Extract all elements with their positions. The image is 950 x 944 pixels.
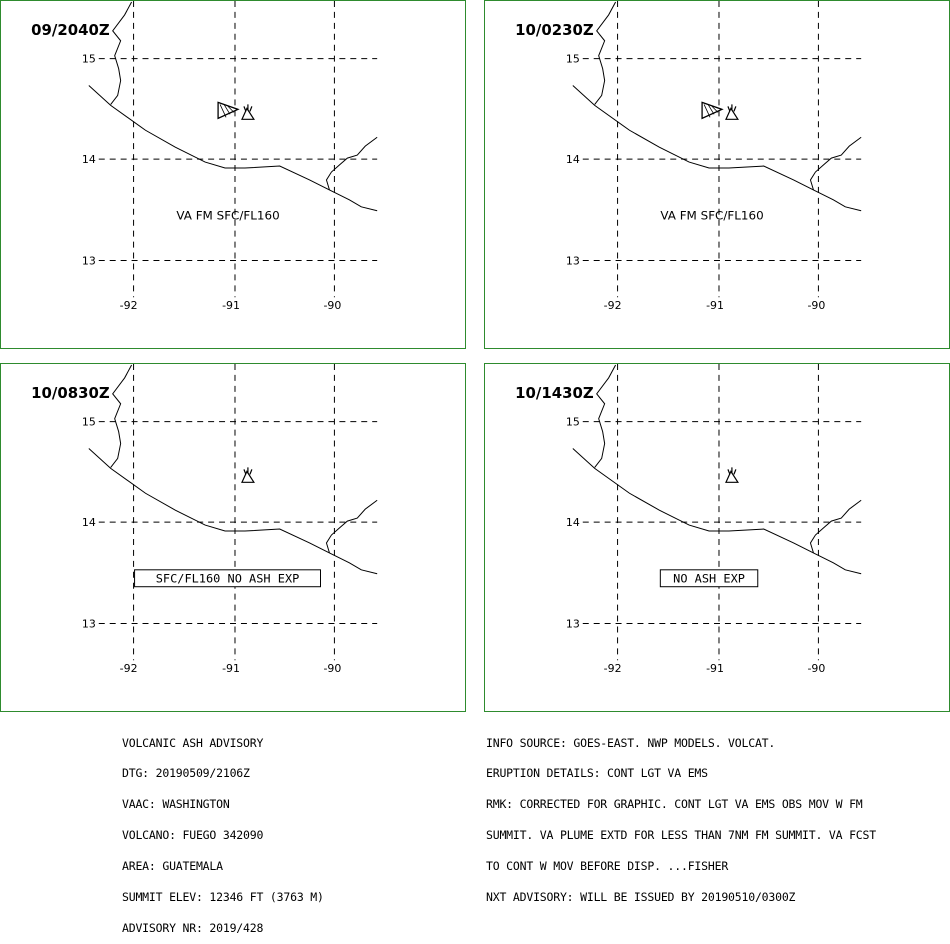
volcano-icon [241, 467, 255, 483]
lon-label-91: -91 [706, 662, 724, 675]
volcano-icon [725, 467, 739, 483]
coastline-pacific [572, 448, 862, 575]
volcano-triangle [725, 470, 739, 483]
ash-label: SFC/FL160 NO ASH EXP [156, 572, 300, 586]
volcano-plume-marks [727, 104, 737, 112]
ash-area-outline [217, 101, 240, 120]
advisory-right: INFO SOURCE: GOES-EAST. NWP MODELS. VOLC… [486, 717, 876, 913]
advisory-line: INFO SOURCE: GOES-EAST. NWP MODELS. VOLC… [486, 735, 776, 750]
border-mexico [594, 364, 617, 468]
border-salvador [809, 136, 862, 191]
ash-label: VA FM SFC/FL160 [176, 209, 279, 223]
lat-label-15: 15 [566, 53, 580, 66]
lat-label-13: 13 [82, 617, 96, 630]
advisory-left: VOLCANIC ASH ADVISORY DTG: 20190509/2106… [122, 717, 324, 944]
ash-polygon [701, 101, 724, 120]
lat-lon-grid [98, 364, 378, 661]
ash-polygon [217, 101, 240, 120]
lat-label-14: 14 [82, 153, 96, 166]
border-mexico [110, 364, 133, 468]
lat-label-14: 14 [566, 153, 580, 166]
advisory-line: VOLCANO: FUEGO 342090 [122, 828, 264, 843]
lon-label-92: -92 [120, 662, 138, 675]
map-panel-1: 09/2040Z 15 14 13 -92 -91 -90 VA FM SFC/… [0, 0, 466, 349]
map-panel-3: 10/0830Z 15 14 13 -92 -91 -90 SFC/FL160 … [0, 363, 466, 712]
panel-time: 10/0830Z [31, 384, 110, 402]
panel-time: 09/2040Z [31, 21, 110, 39]
advisory-line: VOLCANIC ASH ADVISORY [122, 735, 264, 750]
border-mexico [594, 1, 617, 105]
panel-time: 10/1430Z [515, 384, 594, 402]
label-box [134, 569, 321, 588]
volcano-triangle [241, 107, 255, 120]
lat-label-13: 13 [82, 254, 96, 267]
map-canvas-2: 10/0230Z 15 14 13 -92 -91 -90 VA FM SFC/… [515, 1, 862, 312]
lat-label-14: 14 [566, 516, 580, 529]
lat-lon-grid [582, 364, 862, 661]
lon-label-92: -92 [604, 662, 622, 675]
map-canvas-1: 09/2040Z 15 14 13 -92 -91 -90 VA FM SFC/… [31, 1, 378, 312]
coastline-pacific [572, 85, 862, 212]
ash-area-hatching [219, 104, 235, 118]
lon-label-90: -90 [324, 299, 342, 312]
panel-time: 10/0230Z [515, 21, 594, 39]
ash-label: NO ASH EXP [673, 572, 745, 586]
advisory-line: ERUPTION DETAILS: CONT LGT VA EMS [486, 766, 708, 781]
map-canvas-3: 10/0830Z 15 14 13 -92 -91 -90 SFC/FL160 … [31, 364, 378, 675]
volcano-icon [241, 104, 255, 120]
volcano-triangle [241, 470, 255, 483]
ash-label: VA FM SFC/FL160 [660, 209, 763, 223]
advisory-line: DTG: 20190509/2106Z [122, 766, 250, 781]
volcano-triangle [725, 107, 739, 120]
advisory-line: RMK: CORRECTED FOR GRAPHIC. CONT LGT VA … [486, 797, 863, 812]
coastline [572, 1, 862, 212]
lat-label-14: 14 [82, 516, 96, 529]
lon-label-90: -90 [808, 662, 826, 675]
lat-label-15: 15 [82, 53, 96, 66]
border-salvador [325, 499, 378, 554]
lon-label-92: -92 [120, 299, 138, 312]
lat-lon-grid [582, 1, 862, 298]
advisory-line: TO CONT W MOV BEFORE DISP. ...FISHER [486, 859, 729, 874]
advisory-line: ADVISORY NR: 2019/428 [122, 920, 264, 935]
volcano-plume-marks [727, 467, 737, 475]
volcano-plume-marks [243, 104, 253, 112]
advisory-line: SUMMIT. VA PLUME EXTD FOR LESS THAN 7NM … [486, 828, 876, 843]
lon-label-90: -90 [324, 662, 342, 675]
lon-label-91: -91 [222, 299, 240, 312]
volcano-plume-marks [243, 467, 253, 475]
volcano-icon [725, 104, 739, 120]
lat-label-13: 13 [566, 254, 580, 267]
coastline [572, 364, 862, 575]
coastline [88, 364, 378, 575]
ash-area-outline [701, 101, 724, 120]
map-panel-4: 10/1430Z 15 14 13 -92 -91 -90 NO ASH EXP [484, 363, 950, 712]
lat-lon-grid [98, 1, 378, 298]
lon-label-90: -90 [808, 299, 826, 312]
advisory-line: NXT ADVISORY: WILL BE ISSUED BY 20190510… [486, 890, 796, 905]
map-panel-2: 10/0230Z 15 14 13 -92 -91 -90 VA FM SFC/… [484, 0, 950, 349]
coastline-pacific [88, 448, 378, 575]
lat-label-15: 15 [82, 416, 96, 429]
lon-label-91: -91 [222, 662, 240, 675]
advisory-line: SUMMIT ELEV: 12346 FT (3763 M) [122, 890, 324, 905]
map-canvas-4: 10/1430Z 15 14 13 -92 -91 -90 NO ASH EXP [515, 364, 862, 675]
coastline [88, 1, 378, 212]
lon-label-92: -92 [604, 299, 622, 312]
lat-label-15: 15 [566, 416, 580, 429]
label-box [659, 569, 759, 588]
advisory-line: VAAC: WASHINGTON [122, 797, 230, 812]
lat-label-13: 13 [566, 617, 580, 630]
border-salvador [325, 136, 378, 191]
advisory-line: AREA: GUATEMALA [122, 859, 223, 874]
coastline-pacific [88, 85, 378, 212]
border-salvador [809, 499, 862, 554]
border-mexico [110, 1, 133, 105]
ash-area-hatching [703, 104, 719, 118]
lon-label-91: -91 [706, 299, 724, 312]
